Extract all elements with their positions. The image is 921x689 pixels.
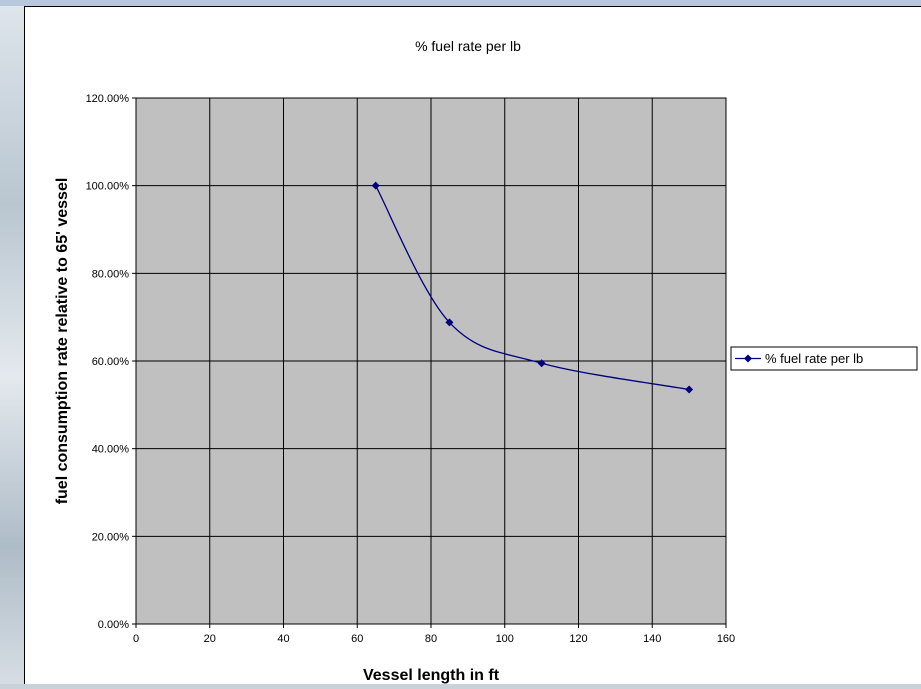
y-axis-title: fuel consumption rate relative to 65' ve… [54, 178, 71, 505]
x-tick-label: 80 [425, 633, 437, 645]
chart-area: % fuel rate per lb 0.00% 20.00% 40.00% 60.0… [24, 6, 921, 684]
x-axis-ticks: 0 20 40 60 80 100 120 140 160 [133, 624, 735, 645]
background-decor [0, 0, 24, 684]
window-top-strip [0, 0, 921, 6]
series-line [375, 185, 690, 391]
x-tick-label: 40 [277, 633, 289, 645]
chart-title: % fuel rate per lb [415, 38, 521, 54]
x-tick-label: 20 [204, 633, 216, 645]
data-point [537, 359, 546, 368]
y-tick-label: 80.00% [92, 268, 130, 280]
data-point [371, 181, 380, 190]
legend-label: % fuel rate per lb [765, 351, 863, 366]
y-tick-label: 0.00% [98, 619, 129, 631]
legend-marker [744, 354, 752, 363]
x-tick-label: 60 [351, 633, 363, 645]
line-chart: % fuel rate per lb 0.00% 20.00% 40.00% 60.0… [54, 38, 918, 684]
x-axis-title: Vessel length in ft [363, 667, 500, 684]
y-tick-label: 20.00% [92, 531, 130, 543]
y-tick-label: 100.00% [86, 181, 130, 193]
x-tick-label: 160 [717, 633, 735, 645]
x-tick-label: 120 [569, 633, 587, 645]
y-tick-label: 40.00% [92, 444, 130, 456]
y-axis-ticks: 0.00% 20.00% 40.00% 60.00% 80.00% 100.00% 120.… [86, 93, 136, 631]
data-point [685, 385, 694, 394]
data-point [445, 318, 454, 327]
x-tick-label: 0 [133, 633, 139, 645]
legend-box [730, 346, 918, 371]
y-tick-label: 60.00% [92, 356, 130, 368]
legend: % fuel rate per lb [730, 346, 918, 371]
x-tick-label: 100 [496, 633, 514, 645]
x-tick-label: 140 [643, 633, 661, 645]
series-markers [371, 181, 694, 394]
y-tick-label: 120.00% [86, 93, 130, 105]
